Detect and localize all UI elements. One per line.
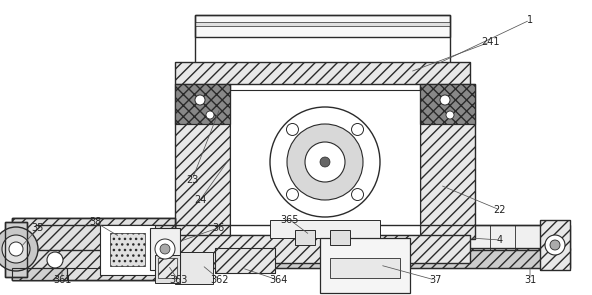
Text: 361: 361	[53, 275, 71, 285]
Bar	[150, 228, 180, 270]
Text: 1: 1	[527, 15, 533, 25]
Bar	[158, 258, 177, 278]
Bar	[420, 84, 475, 124]
Bar	[175, 62, 470, 84]
Circle shape	[320, 157, 330, 167]
Circle shape	[270, 107, 380, 217]
Circle shape	[287, 189, 298, 201]
Circle shape	[9, 242, 23, 256]
Bar	[175, 235, 470, 263]
Bar	[155, 255, 180, 283]
Bar	[35, 225, 570, 250]
Bar	[175, 62, 470, 84]
Bar	[175, 84, 230, 124]
Bar	[420, 84, 475, 124]
Circle shape	[352, 189, 363, 201]
Circle shape	[206, 111, 214, 119]
Bar	[195, 15, 450, 37]
Bar	[100, 225, 155, 275]
Circle shape	[446, 111, 454, 119]
Circle shape	[287, 124, 298, 135]
Bar	[175, 84, 230, 239]
Text: 364: 364	[269, 275, 287, 285]
Bar	[420, 84, 475, 239]
Bar	[12, 218, 175, 280]
Bar	[35, 250, 570, 268]
Bar	[12, 268, 67, 280]
Bar	[175, 84, 230, 239]
Bar	[215, 248, 275, 273]
Text: 24: 24	[194, 195, 206, 205]
Text: 22: 22	[494, 205, 506, 215]
Circle shape	[2, 235, 30, 263]
Circle shape	[47, 252, 63, 268]
Bar	[195, 22, 450, 26]
Circle shape	[545, 235, 565, 255]
Bar	[35, 248, 570, 268]
Text: 36: 36	[212, 223, 224, 233]
Circle shape	[160, 244, 170, 254]
Bar	[330, 230, 350, 245]
Text: 365: 365	[281, 215, 299, 225]
Circle shape	[550, 240, 560, 250]
Circle shape	[155, 239, 175, 259]
Bar	[295, 230, 315, 245]
Bar	[540, 220, 570, 270]
Text: 362: 362	[211, 275, 229, 285]
Text: 241: 241	[481, 37, 499, 47]
Bar	[270, 220, 380, 238]
Bar	[175, 235, 470, 263]
Circle shape	[440, 95, 450, 105]
Bar	[230, 90, 420, 235]
Circle shape	[305, 142, 345, 182]
Text: 35: 35	[32, 223, 44, 233]
Bar	[5, 222, 27, 277]
Bar	[330, 258, 400, 278]
Bar	[175, 252, 213, 284]
Text: 37: 37	[429, 275, 441, 285]
Text: 23: 23	[186, 175, 198, 185]
Bar	[540, 220, 570, 270]
Bar	[215, 248, 275, 273]
Bar	[320, 238, 410, 293]
Bar	[12, 268, 67, 280]
Bar	[35, 248, 570, 268]
Circle shape	[287, 124, 363, 200]
Circle shape	[195, 95, 205, 105]
Circle shape	[0, 227, 38, 271]
Text: 4: 4	[497, 235, 503, 245]
Bar	[5, 222, 27, 277]
Bar	[110, 233, 145, 266]
Bar	[12, 218, 175, 280]
Text: 38: 38	[89, 217, 101, 227]
Bar	[12, 218, 175, 280]
Circle shape	[352, 124, 363, 135]
Bar	[420, 84, 475, 239]
Text: 363: 363	[169, 275, 187, 285]
Text: 31: 31	[524, 275, 536, 285]
Bar	[175, 84, 230, 124]
